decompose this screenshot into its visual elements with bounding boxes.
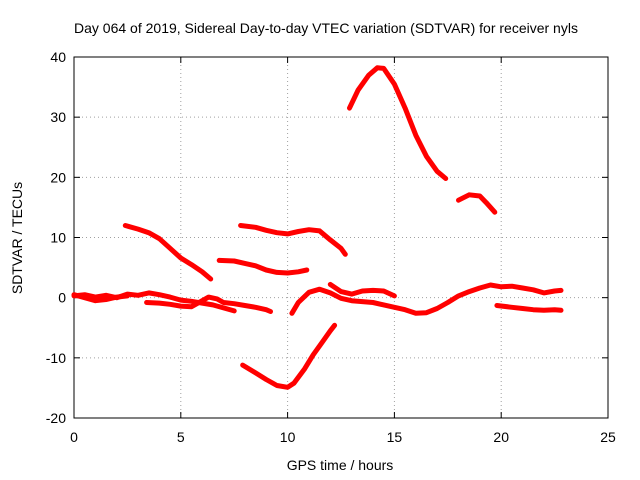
series-arc-1 — [71, 290, 237, 314]
series-arc-5 — [216, 257, 310, 276]
y-tick-label: -20 — [46, 410, 66, 426]
grid — [74, 57, 608, 418]
chart-title: Day 064 of 2019, Sidereal Day-to-day VTE… — [74, 20, 578, 36]
y-tick-label: 30 — [50, 109, 66, 125]
y-axis: -20 -10 0 10 20 30 40 — [46, 49, 608, 426]
series-arc-2 — [71, 292, 130, 304]
y-tick-label: -10 — [46, 350, 66, 366]
series-arc-12 — [494, 303, 564, 313]
y-tick-label: 10 — [50, 230, 66, 246]
series-arc-3 — [144, 294, 273, 314]
x-tick-label: 15 — [387, 429, 403, 445]
x-tick-label: 0 — [70, 429, 78, 445]
series-arc-4 — [122, 223, 214, 282]
series-arc-10 — [347, 65, 449, 181]
data-series — [71, 65, 564, 390]
x-tick-label: 20 — [493, 429, 509, 445]
x-tick-label: 10 — [280, 429, 296, 445]
x-tick-label: 5 — [177, 429, 185, 445]
y-tick-label: 20 — [50, 169, 66, 185]
series-arc-11 — [456, 192, 498, 215]
series-arc-8 — [289, 282, 564, 316]
series-arc-7 — [240, 322, 338, 390]
x-axis-label: GPS time / hours — [287, 457, 394, 473]
y-tick-label: 40 — [50, 49, 66, 65]
y-tick-label: 0 — [58, 290, 66, 306]
x-axis: 0 5 10 15 20 25 — [70, 57, 616, 445]
series-arc-9 — [327, 281, 397, 299]
series-arc-6 — [238, 223, 348, 257]
x-tick-label: 25 — [600, 429, 616, 445]
y-axis-label: SDTVAR / TECUs — [9, 182, 25, 294]
